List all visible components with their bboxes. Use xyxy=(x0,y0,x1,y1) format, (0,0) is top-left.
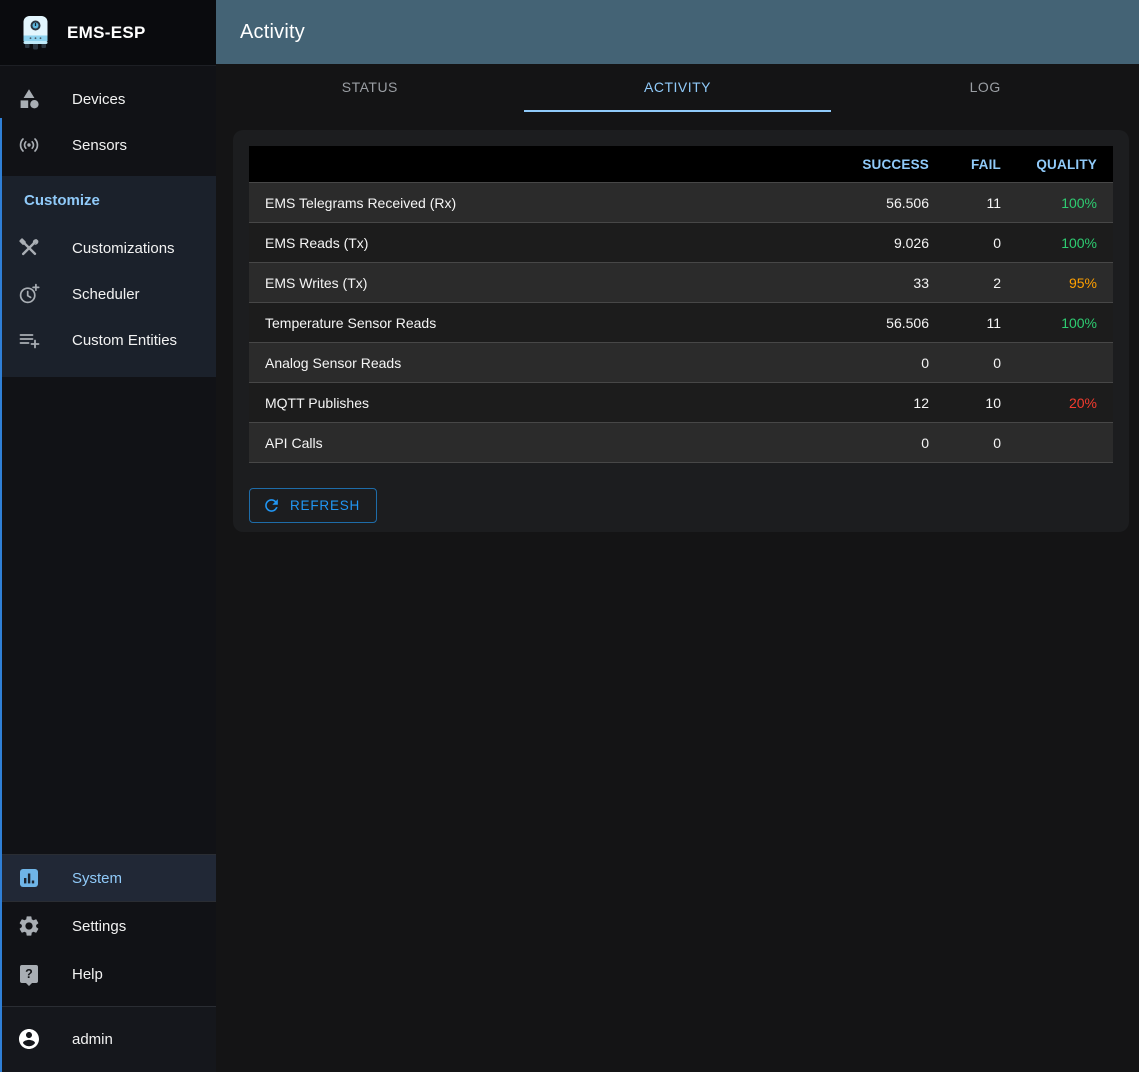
sidebar-item-label: Sensors xyxy=(72,136,128,154)
table-row: Analog Sensor Reads 0 0 xyxy=(249,342,1113,383)
sidebar-user-section: admin xyxy=(0,1007,216,1072)
success-cell: 12 xyxy=(805,382,945,423)
user-menu-item[interactable]: admin xyxy=(0,1016,216,1062)
table-row: MQTT Publishes 12 10 20% xyxy=(249,382,1113,423)
quality-value: 20% xyxy=(1068,394,1097,411)
divider xyxy=(0,854,216,855)
fail-cell: 10 xyxy=(945,382,1017,423)
sidebar-item-custom-entities[interactable]: Custom Entities xyxy=(0,317,216,363)
success-cell: 56.506 xyxy=(805,182,945,223)
success-cell: 9.026 xyxy=(805,222,945,263)
quality-cell: 100% xyxy=(1017,182,1113,223)
quality-value: 95% xyxy=(1068,274,1097,291)
app-title: EMS-ESP xyxy=(67,22,146,42)
header-success-cell: SUCCESS xyxy=(805,146,945,183)
refresh-icon xyxy=(262,496,281,515)
row-label-cell: MQTT Publishes xyxy=(249,382,805,423)
header-fail-cell: FAIL xyxy=(945,146,1017,183)
sidebar-item-help[interactable]: ? Help xyxy=(0,950,216,998)
activity-table: SUCCESS FAIL QUALITY EMS Telegrams Recei… xyxy=(249,146,1113,463)
tab-activity[interactable]: ACTIVITY xyxy=(523,64,832,112)
analytics-icon xyxy=(17,866,41,890)
row-label-cell: EMS Telegrams Received (Rx) xyxy=(249,182,805,223)
quality-cell: 100% xyxy=(1017,222,1113,263)
success-cell: 0 xyxy=(805,422,945,463)
refresh-button[interactable]: REFRESH xyxy=(249,488,378,523)
table-row: EMS Reads (Tx) 9.026 0 100% xyxy=(249,222,1113,263)
more-time-icon xyxy=(17,282,41,306)
sensors-icon xyxy=(17,133,41,157)
fail-cell: 11 xyxy=(945,182,1017,223)
help-icon: ? xyxy=(17,962,41,986)
sidebar: EMS-ESP Devices xyxy=(0,0,216,1072)
success-cell: 33 xyxy=(805,262,945,303)
row-label-cell: EMS Reads (Tx) xyxy=(249,222,805,263)
sidebar-item-label: Help xyxy=(72,965,103,983)
sidebar-spacer xyxy=(0,377,216,854)
header-name-cell xyxy=(249,146,805,183)
sidebar-main-nav: Devices Sensors xyxy=(0,66,216,168)
sidebar-item-settings[interactable]: Settings xyxy=(0,902,216,950)
row-label-cell: Analog Sensor Reads xyxy=(249,342,805,383)
boiler-logo-icon xyxy=(22,15,49,51)
username-label: admin xyxy=(72,1030,113,1048)
tab-status[interactable]: STATUS xyxy=(341,79,398,95)
svg-text:?: ? xyxy=(25,967,33,981)
sidebar-header: EMS-ESP xyxy=(0,0,216,66)
fail-cell: 0 xyxy=(945,222,1017,263)
playlist-add-icon xyxy=(17,328,41,352)
table-row: Temperature Sensor Reads 56.506 11 100% xyxy=(249,302,1113,343)
table-row: EMS Writes (Tx) 33 2 95% xyxy=(249,262,1113,303)
success-cell: 0 xyxy=(805,342,945,383)
row-label-cell: EMS Writes (Tx) xyxy=(249,262,805,303)
sidebar-item-label: Devices xyxy=(72,90,126,108)
success-cell: 56.506 xyxy=(805,302,945,343)
sidebar-item-scheduler[interactable]: Scheduler xyxy=(0,271,216,317)
tab-bar: STATUS ACTIVITY LOG xyxy=(216,64,1139,112)
divider xyxy=(0,901,216,902)
main-area: Activity STATUS ACTIVITY LOG SUCCESS FAI… xyxy=(216,0,1139,1072)
fail-cell: 0 xyxy=(945,342,1017,383)
quality-cell: 100% xyxy=(1017,302,1113,343)
fail-cell: 2 xyxy=(945,262,1017,303)
quality-value: 100% xyxy=(1061,314,1097,331)
sidebar-item-sensors[interactable]: Sensors xyxy=(0,122,216,168)
sidebar-item-customizations[interactable]: Customizations xyxy=(0,225,216,271)
sidebar-item-label: Settings xyxy=(72,917,127,935)
sidebar-item-label: Scheduler xyxy=(72,285,140,303)
quality-cell: 20% xyxy=(1017,382,1113,423)
sidebar-item-label: System xyxy=(72,869,123,887)
fail-cell: 0 xyxy=(945,422,1017,463)
page-title: Activity xyxy=(240,20,305,43)
table-row: EMS Telegrams Received (Rx) 56.506 11 10… xyxy=(249,182,1113,223)
quality-value: 100% xyxy=(1061,194,1097,211)
table-header-row: SUCCESS FAIL QUALITY xyxy=(249,146,1113,183)
sidebar-item-label: Customizations xyxy=(72,239,175,257)
sidebar-customize-section: Customize Customizations xyxy=(0,176,216,377)
quality-cell: 95% xyxy=(1017,262,1113,303)
row-label-cell: API Calls xyxy=(249,422,805,463)
header-quality-cell: QUALITY xyxy=(1017,146,1113,183)
table-row: API Calls 0 0 xyxy=(249,422,1113,463)
quality-cell xyxy=(1017,422,1113,463)
customize-section-label: Customize xyxy=(24,192,100,209)
category-icon xyxy=(17,87,41,111)
window-edge-artifact xyxy=(0,118,2,1072)
appbar: Activity xyxy=(216,0,1139,64)
fail-cell: 11 xyxy=(945,302,1017,343)
sidebar-item-devices[interactable]: Devices xyxy=(0,76,216,122)
tab-log[interactable]: LOG xyxy=(969,79,1001,95)
activity-panel: SUCCESS FAIL QUALITY EMS Telegrams Recei… xyxy=(233,130,1129,532)
quality-value: 100% xyxy=(1061,234,1097,251)
sidebar-item-system[interactable]: System xyxy=(0,855,216,901)
sidebar-item-label: Custom Entities xyxy=(72,331,178,349)
construction-icon xyxy=(17,236,41,260)
row-label-cell: Temperature Sensor Reads xyxy=(249,302,805,343)
divider xyxy=(0,1006,216,1007)
quality-cell xyxy=(1017,342,1113,383)
gear-icon xyxy=(17,914,41,938)
refresh-button-label: REFRESH xyxy=(290,498,361,513)
account-circle-icon xyxy=(17,1027,41,1051)
